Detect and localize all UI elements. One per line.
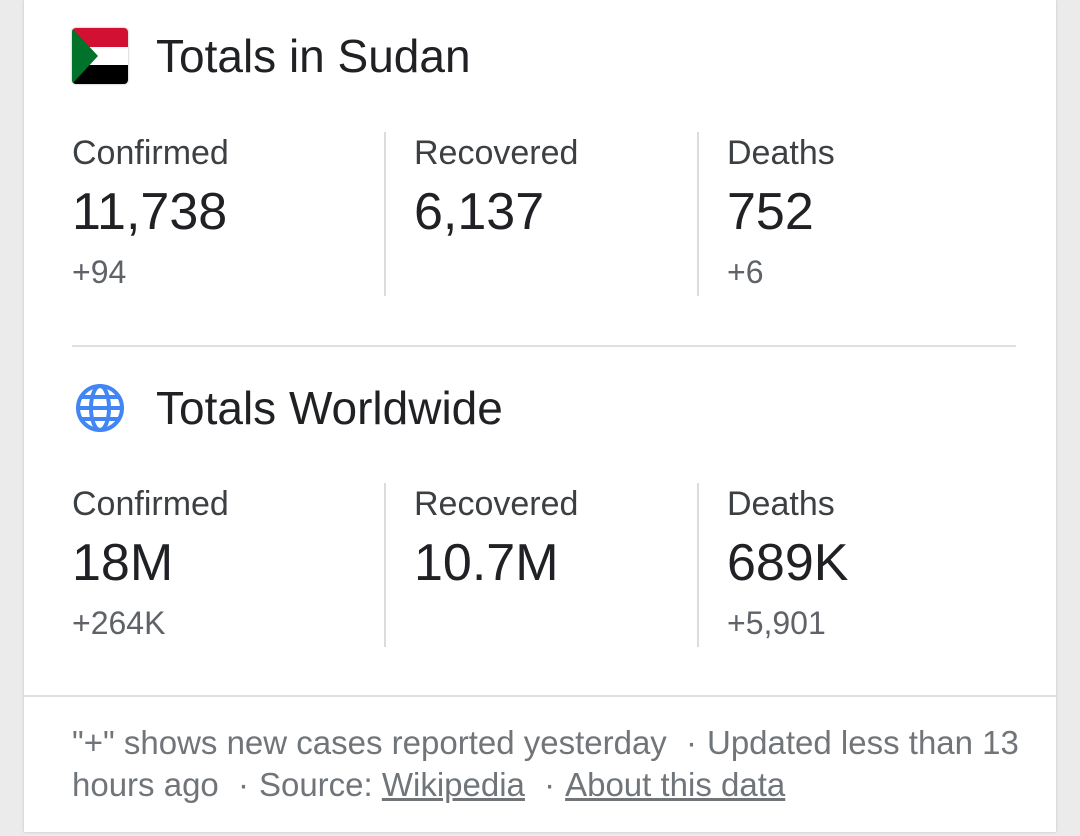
footer-updated: Updated less than 13 hours ago bbox=[72, 724, 1019, 803]
globe-icon bbox=[76, 384, 124, 432]
confirmed-label: Confirmed bbox=[72, 134, 229, 172]
confirmed-delta: +264K bbox=[72, 605, 166, 641]
recovered-value: 10.7M bbox=[414, 534, 559, 592]
column-divider bbox=[697, 132, 699, 296]
sudan-flag-icon bbox=[72, 28, 128, 84]
column-divider bbox=[384, 132, 386, 296]
footer-separator: · bbox=[544, 766, 556, 803]
column-divider bbox=[697, 483, 699, 647]
deaths-delta: +6 bbox=[727, 254, 764, 290]
covid-stats-card: Totals in Sudan Confirmed 11,738 +94 Rec… bbox=[24, 0, 1056, 832]
worldwide-stats: Confirmed 18M +264K Recovered 10.7M Deat… bbox=[72, 483, 1016, 647]
confirmed-delta: +94 bbox=[72, 254, 127, 290]
deaths-value: 689K bbox=[727, 534, 849, 592]
deaths-label: Deaths bbox=[727, 485, 835, 523]
footer-separator: · bbox=[237, 766, 249, 803]
deaths-label: Deaths bbox=[727, 134, 835, 172]
deaths-value: 752 bbox=[727, 183, 814, 241]
recovered-value: 6,137 bbox=[414, 183, 545, 241]
footer-note: "+" shows new cases reported yesterday bbox=[72, 724, 667, 761]
footer-separator: · bbox=[685, 724, 697, 761]
worldwide-title: Totals Worldwide bbox=[156, 382, 503, 434]
about-this-data-link[interactable]: About this data bbox=[565, 766, 786, 803]
recovered-label: Recovered bbox=[414, 485, 579, 523]
confirmed-label: Confirmed bbox=[72, 485, 229, 523]
section-divider bbox=[72, 345, 1016, 347]
confirmed-value: 11,738 bbox=[72, 183, 228, 241]
sudan-title: Totals in Sudan bbox=[156, 30, 471, 82]
sudan-header: Totals in Sudan bbox=[72, 28, 471, 84]
footer-divider bbox=[24, 695, 1056, 697]
column-divider bbox=[384, 483, 386, 647]
deaths-delta: +5,901 bbox=[727, 605, 826, 641]
sudan-stats: Confirmed 11,738 +94 Recovered 6,137 Dea… bbox=[72, 132, 1016, 296]
recovered-label: Recovered bbox=[414, 134, 579, 172]
worldwide-header: Totals Worldwide bbox=[72, 380, 503, 436]
wikipedia-link[interactable]: Wikipedia bbox=[381, 766, 525, 803]
confirmed-value: 18M bbox=[72, 534, 174, 592]
source-label: Source: bbox=[258, 766, 373, 803]
footer: "+" shows new cases reported yesterday ·… bbox=[72, 722, 1032, 806]
